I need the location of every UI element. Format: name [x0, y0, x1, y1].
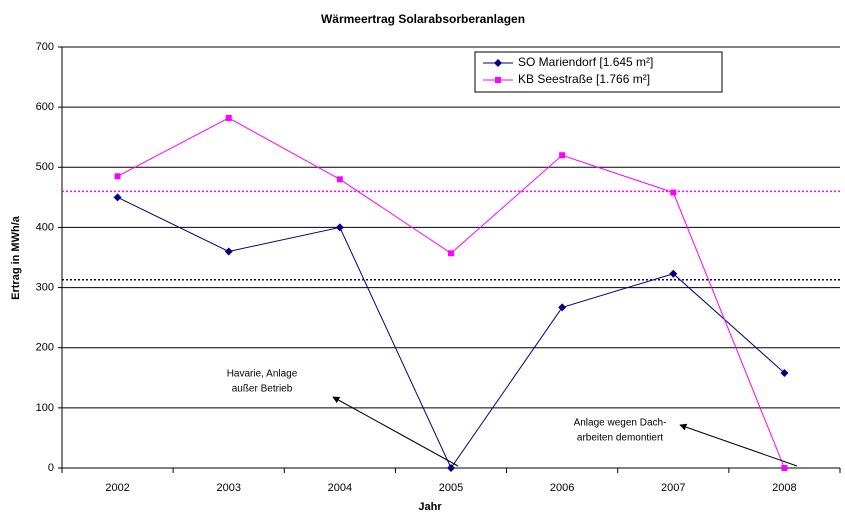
- marker: [559, 152, 566, 159]
- series-line: [117, 117, 785, 469]
- annotation: Anlage wegen Dach-: [574, 418, 667, 429]
- x-tick-label: 2002: [105, 482, 129, 494]
- annotation: Havarie, Anlage: [227, 369, 298, 380]
- marker: [224, 247, 233, 256]
- marker: [225, 114, 232, 121]
- x-tick-label: 2007: [661, 482, 685, 494]
- marker: [336, 176, 343, 183]
- legend-label: SO Mariendorf [1.645 m²]: [518, 55, 653, 69]
- y-tick-label: 700: [36, 41, 54, 53]
- y-tick-label: 500: [36, 161, 54, 173]
- series-line: [117, 196, 785, 470]
- y-tick-label: 300: [36, 281, 54, 293]
- marker: [447, 464, 455, 472]
- y-tick-label: 100: [36, 402, 54, 414]
- annotation: außer Betrieb: [232, 384, 293, 395]
- annotation: arbeiten demontiert: [577, 433, 663, 444]
- marker: [114, 173, 121, 180]
- marker: [670, 189, 677, 196]
- legend-box: [474, 51, 723, 93]
- marker: [494, 59, 502, 67]
- marker: [669, 269, 678, 278]
- x-tick-label: 2006: [550, 482, 574, 494]
- marker: [113, 193, 122, 202]
- y-tick-label: 0: [48, 462, 54, 474]
- marker: [558, 303, 567, 312]
- marker: [335, 223, 344, 232]
- x-tick-label: 2005: [439, 482, 463, 494]
- marker: [781, 465, 788, 471]
- x-axis-label: Jahr: [418, 501, 442, 513]
- marker: [780, 368, 789, 377]
- annotation-arrow: [332, 396, 459, 467]
- annotation-arrow: [679, 423, 798, 467]
- marker: [448, 250, 454, 257]
- y-tick-label: 600: [36, 101, 54, 113]
- legend-label: KB Seestraße [1.766 m²]: [518, 72, 650, 86]
- x-tick-label: 2008: [772, 482, 796, 494]
- marker: [495, 77, 501, 83]
- chart-title: Wärmeertrag Solarabsorberanlagen: [321, 12, 525, 26]
- x-tick-label: 2004: [328, 482, 352, 494]
- y-tick-label: 400: [36, 221, 54, 233]
- y-tick-label: 200: [36, 342, 54, 354]
- x-tick-label: 2003: [216, 482, 240, 494]
- y-axis-label: Ertrag in MWh/a: [10, 215, 22, 300]
